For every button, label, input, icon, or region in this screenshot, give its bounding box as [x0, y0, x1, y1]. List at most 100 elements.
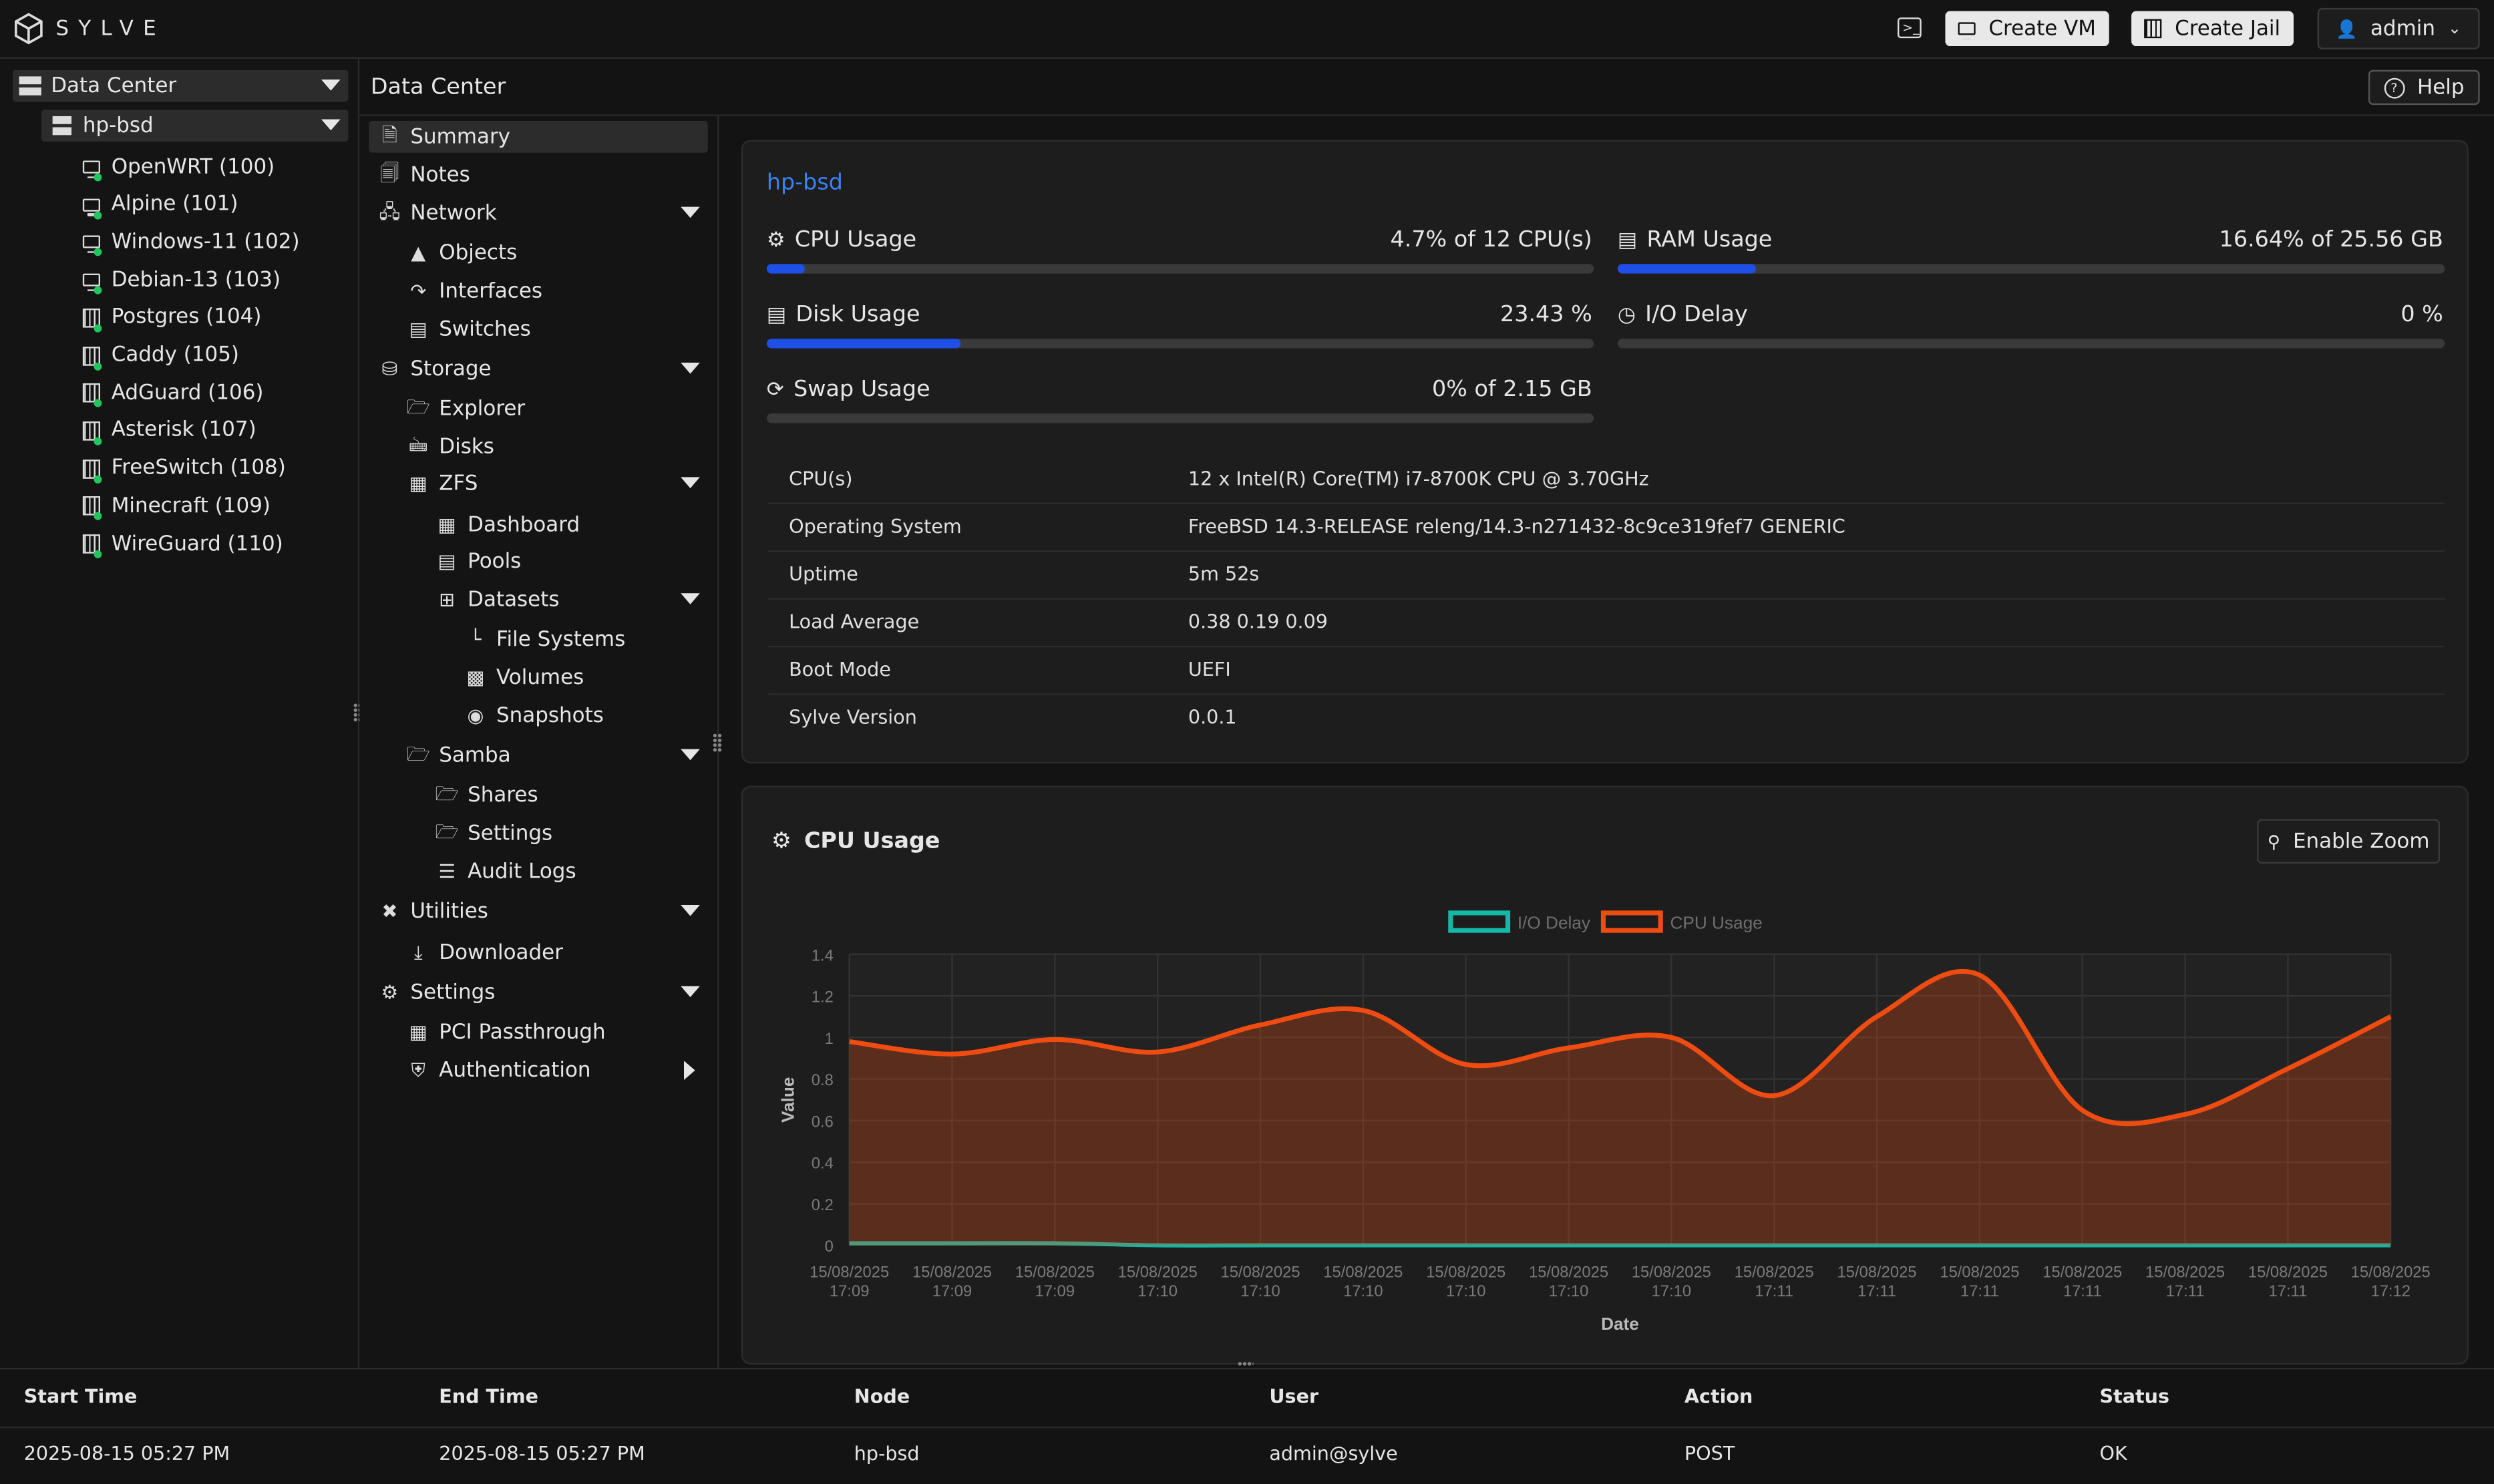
- nav-switches[interactable]: ▤ Switches: [407, 313, 531, 345]
- enable-zoom-label: Enable Zoom: [2292, 829, 2430, 854]
- nav-samba-settings[interactable]: 🗁 Settings: [435, 817, 552, 850]
- resize-handle[interactable]: [1237, 1361, 1254, 1366]
- tree-item-guest[interactable]: Caddy (105): [79, 339, 239, 371]
- monitor-icon: [79, 194, 102, 219]
- nav-samba[interactable]: 🗁 Samba: [407, 739, 709, 771]
- resize-handle[interactable]: [712, 733, 723, 753]
- tree-item-node[interactable]: hp-bsd: [41, 110, 349, 142]
- cpu-usage-chart[interactable]: 0 0.2 0.4 0.6 0.8 1 1.2 1.4 15/08/2025 17:09 15/08…: [743, 883, 2470, 1360]
- ram-usage-value: 16.64% of 25.56 GB: [2219, 227, 2443, 253]
- column-header[interactable]: Action: [1684, 1385, 1753, 1408]
- nav-storage[interactable]: ⛁ Storage: [379, 353, 709, 385]
- nav-zfs-datasets[interactable]: ⊞ Datasets: [436, 584, 710, 616]
- tree-item-guest[interactable]: Asterisk (107): [79, 415, 256, 447]
- x-tick-label: 15/08/2025 17:10: [1529, 1263, 1608, 1300]
- running-status-dot: [94, 361, 102, 370]
- table-cell: POST: [1684, 1442, 1735, 1465]
- caret-down-icon[interactable]: [321, 79, 341, 91]
- tree-item-data-center[interactable]: Data Center: [13, 69, 349, 102]
- enable-zoom-button[interactable]: ⚲ Enable Zoom: [2257, 819, 2441, 864]
- tree-item-guest[interactable]: OpenWRT (100): [79, 151, 275, 183]
- user-menu-button[interactable]: 👤 admin ⌄: [2317, 7, 2480, 49]
- nav-explorer[interactable]: 🗁 Explorer: [407, 393, 526, 425]
- tree-label-guest: Postgres (104): [111, 305, 262, 330]
- jail-icon: [79, 345, 102, 370]
- plot-area: [849, 954, 2391, 1246]
- tree-item-guest[interactable]: Alpine (101): [79, 189, 238, 221]
- table-cell: hp-bsd: [854, 1442, 920, 1465]
- nav-file-systems[interactable]: └ File Systems: [464, 624, 625, 656]
- info-row: Uptime 5m 52s: [768, 550, 2445, 600]
- caret-down-icon[interactable]: [681, 749, 700, 761]
- nav-settings[interactable]: ⚙ Settings: [379, 976, 709, 1008]
- top-bar: SYLVE >_ Create VM Create Jail 👤 admin ⌄: [0, 0, 2494, 59]
- tree-item-guest[interactable]: Windows-11 (102): [79, 226, 300, 258]
- caret-down-icon[interactable]: [681, 905, 700, 916]
- nav-disks[interactable]: 🖮 Disks: [407, 431, 494, 463]
- column-header[interactable]: User: [1269, 1385, 1319, 1408]
- cpu-chart-title-text: CPU Usage: [804, 828, 940, 854]
- column-header[interactable]: Start Time: [23, 1385, 138, 1408]
- nav-audit-logs[interactable]: ☰ Audit Logs: [436, 856, 576, 888]
- nav-pci-passthrough[interactable]: ▦ PCI Passthrough: [407, 1016, 606, 1049]
- memory-icon: ▤: [1617, 228, 1638, 252]
- node-link[interactable]: hp-bsd: [766, 170, 843, 196]
- nav-authentication[interactable]: ⛨ Authentication: [407, 1055, 709, 1087]
- tree-item-guest[interactable]: WireGuard (110): [79, 528, 283, 560]
- info-key: Boot Mode: [789, 658, 891, 681]
- tree-label-node: hp-bsd: [82, 114, 154, 138]
- nav-objects[interactable]: ▲ Objects: [407, 237, 517, 269]
- y-tick-label: 1.4: [812, 946, 834, 964]
- tree-label-guest: Asterisk (107): [111, 419, 256, 443]
- nav-utilities[interactable]: ✖ Utilities: [379, 896, 709, 928]
- nav-snapshots[interactable]: ◉ Snapshots: [464, 700, 604, 732]
- nav-summary[interactable]: 🗎 Summary: [369, 120, 708, 153]
- column-header[interactable]: Node: [854, 1385, 910, 1408]
- tree-item-guest[interactable]: Minecraft (109): [79, 490, 271, 522]
- create-jail-button[interactable]: Create Jail: [2131, 11, 2294, 47]
- swap-usage-title: Swap Usage: [793, 377, 930, 403]
- tree-item-guest[interactable]: Postgres (104): [79, 302, 261, 334]
- help-button[interactable]: ? Help: [2368, 69, 2480, 106]
- caret-down-icon[interactable]: [681, 362, 700, 374]
- jail-icon: [79, 419, 102, 445]
- nav-zfs[interactable]: ▦ ZFS: [407, 468, 709, 500]
- node-navigation: 🗎 Summary 🗐 Notes 🖧 Network ▲ Objects ↷ Inter…: [359, 116, 723, 1368]
- tree-label-guest: AdGuard (106): [111, 381, 264, 405]
- nav-network[interactable]: 🖧 Network: [379, 197, 709, 229]
- nav-audit-logs-label: Audit Logs: [468, 860, 576, 884]
- nav-volumes[interactable]: ▩ Volumes: [464, 662, 584, 694]
- monitor-icon: [79, 231, 102, 257]
- caret-down-icon[interactable]: [681, 206, 700, 218]
- terminal-icon[interactable]: >_: [1898, 17, 1922, 39]
- caret-down-icon[interactable]: [321, 119, 341, 131]
- nav-samba-shares[interactable]: 🗁 Shares: [435, 779, 538, 811]
- zfs-icon: ▦: [409, 472, 427, 495]
- nav-interfaces[interactable]: ↷ Interfaces: [407, 275, 542, 307]
- y-tick-label: 1: [825, 1030, 834, 1048]
- nav-notes[interactable]: 🗐 Notes: [379, 159, 470, 191]
- tree-item-guest[interactable]: Debian-13 (103): [79, 264, 281, 297]
- info-key: Operating System: [789, 515, 962, 538]
- column-header[interactable]: End Time: [439, 1385, 538, 1408]
- running-status-dot: [94, 437, 102, 445]
- user-icon: 👤: [2336, 18, 2358, 39]
- x-tick-label: 15/08/2025 17:10: [1632, 1263, 1711, 1300]
- running-status-dot: [94, 248, 102, 257]
- nav-zfs-pools[interactable]: ▤ Pools: [436, 546, 522, 578]
- nav-downloader[interactable]: ⤓ Downloader: [407, 937, 563, 969]
- caret-down-icon[interactable]: [681, 477, 700, 489]
- tree-item-guest[interactable]: FreeSwitch (108): [79, 453, 286, 485]
- tree-item-guest[interactable]: AdGuard (106): [79, 377, 263, 409]
- legend-entry: CPU Usage: [1670, 913, 1762, 933]
- cpu-chart-title: ⚙ CPU Usage: [771, 829, 940, 854]
- nav-zfs-dashboard[interactable]: ▦ Dashboard: [436, 509, 580, 541]
- x-tick-label: 15/08/2025 17:10: [1426, 1263, 1505, 1300]
- create-vm-button[interactable]: Create VM: [1945, 11, 2109, 47]
- caret-down-icon[interactable]: [681, 593, 700, 604]
- column-header[interactable]: Status: [2099, 1385, 2170, 1408]
- dashboard-icon: ▦: [437, 514, 456, 536]
- caret-down-icon[interactable]: [681, 986, 700, 998]
- caret-right-icon[interactable]: [684, 1061, 695, 1080]
- nav-disks-label: Disks: [439, 435, 494, 459]
